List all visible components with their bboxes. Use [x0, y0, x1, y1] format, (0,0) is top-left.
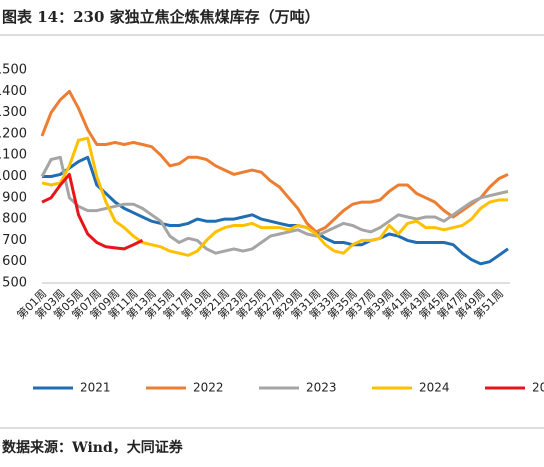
legend-label: 2021 [80, 381, 111, 395]
y-tick-label: 1500 [0, 63, 27, 78]
y-tick-label: 1100 [0, 148, 27, 163]
y-tick-label: 800 [2, 212, 27, 227]
source: 数据来源：Wind，大同证券 [2, 439, 184, 456]
y-tick-label: 1200 [0, 126, 27, 141]
y-tick-label: 500 [2, 276, 27, 291]
series-line [40, 89, 509, 234]
series-line [41, 172, 144, 251]
chart-title: 图表 14：230 家独立焦企炼焦煤库存（万吨） [2, 8, 320, 26]
y-tick-label: 1000 [0, 169, 27, 184]
series-line [41, 136, 508, 257]
y-tick-label: 600 [2, 254, 27, 269]
legend-label: 2023 [306, 381, 337, 395]
y-tick-label: 1400 [0, 84, 27, 99]
y-tick-label: 900 [2, 190, 27, 205]
legend-label: 2022 [193, 381, 224, 395]
legend-label: 2024 [419, 381, 450, 395]
y-tick-label: 1300 [0, 105, 27, 120]
series-line [40, 155, 509, 255]
y-tick-label: 700 [2, 233, 27, 248]
legend-label: 2025 [532, 381, 544, 395]
